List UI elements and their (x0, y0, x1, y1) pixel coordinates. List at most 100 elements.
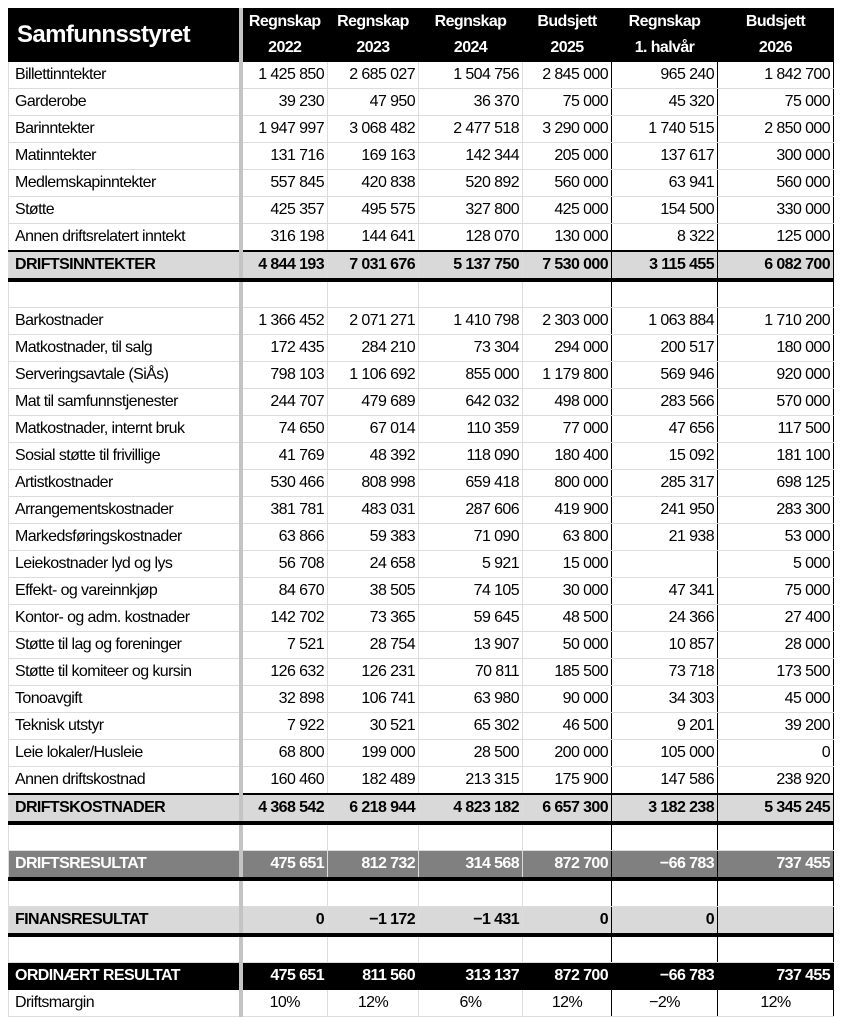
row-label-cell[interactable]: DRIFTSINNTEKTER (8, 250, 243, 282)
value-cell[interactable]: 63 980 (418, 685, 523, 713)
row-label-cell[interactable]: Kontor- og adm. kostnader (8, 604, 243, 632)
value-cell[interactable]: 47 656 (611, 415, 718, 443)
value-cell[interactable]: 300 000 (717, 142, 834, 170)
value-cell[interactable]: 0 (717, 739, 834, 767)
value-cell[interactable]: 420 838 (327, 169, 419, 197)
value-cell[interactable]: 1 425 850 (240, 61, 328, 89)
value-cell[interactable]: 560 000 (522, 169, 612, 197)
value-cell[interactable]: 495 575 (327, 196, 419, 224)
value-cell[interactable]: 285 317 (611, 469, 718, 497)
row-label-cell[interactable]: Billettinntekter (8, 61, 243, 89)
value-cell[interactable] (611, 934, 718, 963)
row-label-cell[interactable]: Serveringsavtale (SiÅs) (8, 361, 243, 389)
value-cell[interactable]: 1 179 800 (522, 361, 612, 389)
value-cell[interactable]: 180 000 (717, 334, 834, 362)
value-cell[interactable] (717, 878, 834, 907)
value-cell[interactable]: 800 000 (522, 469, 612, 497)
value-cell[interactable]: 7 922 (240, 712, 328, 740)
value-cell[interactable]: 125 000 (717, 223, 834, 252)
value-cell[interactable]: 9 201 (611, 712, 718, 740)
value-cell[interactable]: −66 783 (611, 962, 718, 990)
value-cell[interactable]: 56 708 (240, 550, 328, 578)
column-header[interactable]: Regnskap 2022 (240, 8, 328, 62)
row-label-cell[interactable]: Effekt- og vareinnkjøp (8, 577, 243, 605)
row-label-cell[interactable]: Mat til samfunnstjenester (8, 388, 243, 416)
value-cell[interactable]: 0 (522, 906, 612, 937)
value-cell[interactable]: 10 857 (611, 631, 718, 659)
value-cell[interactable]: 1 842 700 (717, 61, 834, 89)
value-cell[interactable]: 569 946 (611, 361, 718, 389)
value-cell[interactable]: 28 000 (717, 631, 834, 659)
value-cell[interactable]: 45 320 (611, 88, 718, 116)
value-cell[interactable]: 137 617 (611, 142, 718, 170)
value-cell[interactable]: 41 769 (240, 442, 328, 470)
value-cell[interactable]: 144 641 (327, 223, 419, 252)
value-cell[interactable]: 30 521 (327, 712, 419, 740)
row-label-cell[interactable]: DRIFTSRESULTAT (8, 850, 243, 881)
value-cell[interactable]: 6 082 700 (717, 250, 834, 282)
value-cell[interactable]: 73 365 (327, 604, 419, 632)
value-cell[interactable] (327, 822, 419, 851)
value-cell[interactable] (327, 878, 419, 907)
value-cell[interactable] (522, 934, 612, 963)
row-label-cell[interactable]: DRIFTSKOSTNADER (8, 793, 243, 825)
value-cell[interactable] (611, 822, 718, 851)
value-cell[interactable]: 560 000 (717, 169, 834, 197)
value-cell[interactable]: −66 783 (611, 850, 718, 881)
value-cell[interactable]: 5 000 (717, 550, 834, 578)
value-cell[interactable]: 12% (327, 989, 419, 1017)
value-cell[interactable]: 172 435 (240, 334, 328, 362)
value-cell[interactable]: 50 000 (522, 631, 612, 659)
value-cell[interactable]: 200 517 (611, 334, 718, 362)
value-cell[interactable]: 67 014 (327, 415, 419, 443)
value-cell[interactable]: 812 732 (327, 850, 419, 881)
value-cell[interactable]: 45 000 (717, 685, 834, 713)
value-cell[interactable]: 330 000 (717, 196, 834, 224)
row-label-cell[interactable] (8, 822, 243, 851)
value-cell[interactable]: 142 702 (240, 604, 328, 632)
value-cell[interactable]: 872 700 (522, 962, 612, 990)
value-cell[interactable] (522, 279, 612, 308)
row-label-cell[interactable]: Leiekostnader lyd og lys (8, 550, 243, 578)
value-cell[interactable]: 175 900 (522, 766, 612, 795)
value-cell[interactable] (717, 822, 834, 851)
value-cell[interactable]: 659 418 (418, 469, 523, 497)
value-cell[interactable] (418, 279, 523, 308)
value-cell[interactable]: 1 366 452 (240, 307, 328, 335)
value-cell[interactable]: 182 489 (327, 766, 419, 795)
value-cell[interactable]: 475 651 (240, 850, 328, 881)
row-label-cell[interactable]: Støtte til lag og foreninger (8, 631, 243, 659)
value-cell[interactable]: 0 (240, 906, 328, 937)
value-cell[interactable]: 74 105 (418, 577, 523, 605)
value-cell[interactable] (522, 822, 612, 851)
value-cell[interactable]: 5 137 750 (418, 250, 523, 282)
value-cell[interactable]: 173 500 (717, 658, 834, 686)
value-cell[interactable]: 5 921 (418, 550, 523, 578)
value-cell[interactable]: 294 000 (522, 334, 612, 362)
value-cell[interactable]: 287 606 (418, 496, 523, 524)
value-cell[interactable]: 425 357 (240, 196, 328, 224)
value-cell[interactable]: 3 182 238 (611, 793, 718, 825)
value-cell[interactable]: 117 500 (717, 415, 834, 443)
row-label-cell[interactable]: Støtte til komiteer og kursin (8, 658, 243, 686)
value-cell[interactable]: 24 366 (611, 604, 718, 632)
value-cell[interactable]: 84 670 (240, 577, 328, 605)
value-cell[interactable]: 483 031 (327, 496, 419, 524)
value-cell[interactable]: 313 137 (418, 962, 523, 990)
value-cell[interactable]: 284 210 (327, 334, 419, 362)
value-cell[interactable]: 59 645 (418, 604, 523, 632)
value-cell[interactable] (717, 906, 834, 937)
value-cell[interactable] (327, 279, 419, 308)
row-label-cell[interactable]: Teknisk utstyr (8, 712, 243, 740)
row-label-cell[interactable]: Annen driftskostnad (8, 766, 243, 795)
value-cell[interactable]: 106 741 (327, 685, 419, 713)
value-cell[interactable] (522, 878, 612, 907)
value-cell[interactable]: 6% (418, 989, 523, 1017)
row-label-cell[interactable]: Støtte (8, 196, 243, 224)
value-cell[interactable]: 557 845 (240, 169, 328, 197)
value-cell[interactable]: 498 000 (522, 388, 612, 416)
value-cell[interactable]: 8 322 (611, 223, 718, 252)
value-cell[interactable]: 199 000 (327, 739, 419, 767)
value-cell[interactable]: 47 950 (327, 88, 419, 116)
value-cell[interactable]: 28 754 (327, 631, 419, 659)
